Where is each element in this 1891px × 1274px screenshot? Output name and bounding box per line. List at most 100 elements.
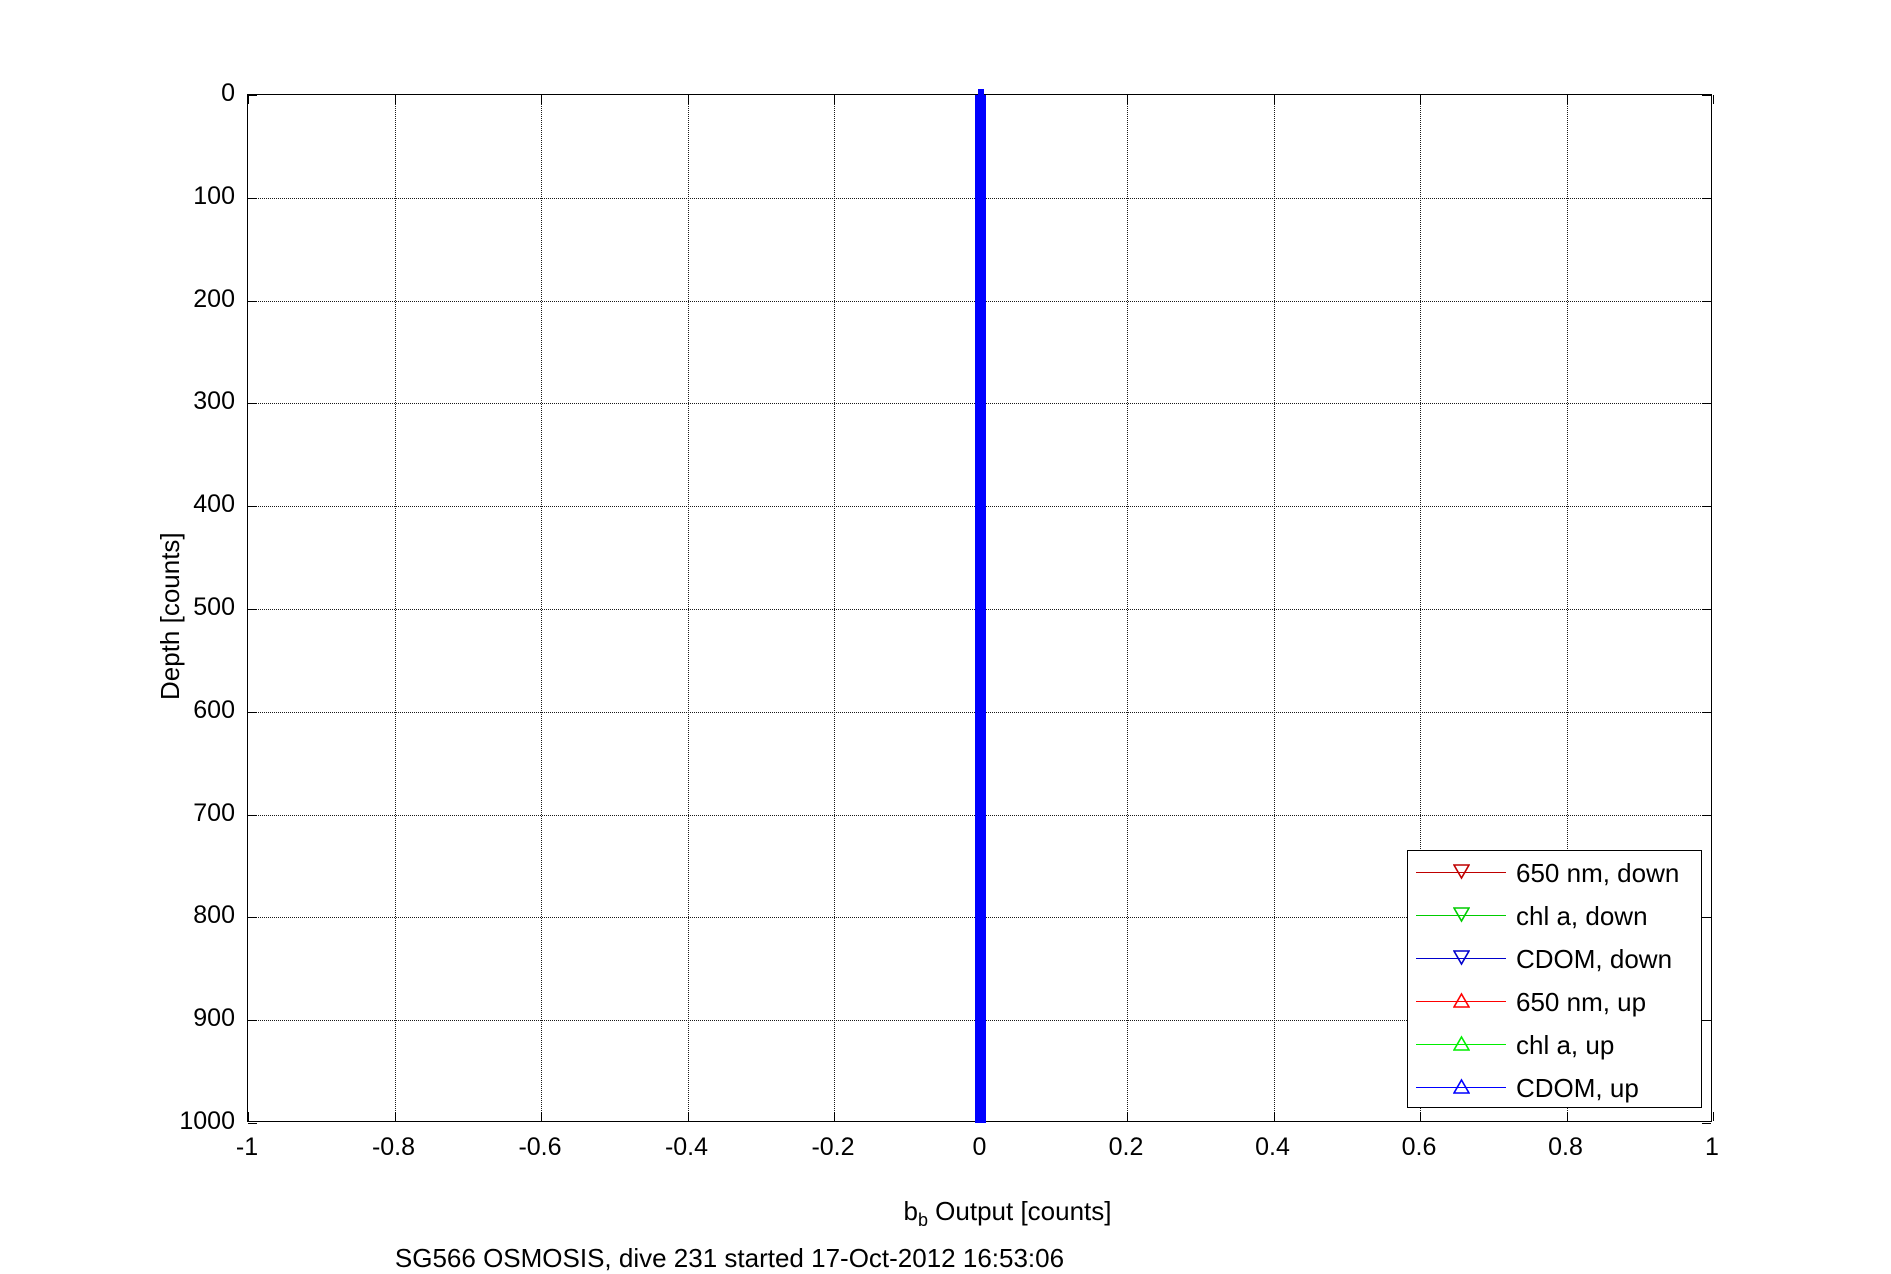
tick-mark-y bbox=[248, 95, 257, 96]
tick-mark-y bbox=[248, 609, 257, 610]
tick-mark-x bbox=[1273, 95, 1275, 104]
tick-mark-x bbox=[541, 95, 542, 104]
y-tick-label: 200 bbox=[193, 284, 235, 313]
gridline-vertical bbox=[687, 95, 689, 1121]
legend-sample bbox=[1416, 851, 1506, 894]
y-tick-label: 1000 bbox=[179, 1107, 235, 1135]
gridline-vertical bbox=[1273, 95, 1275, 1121]
legend-item[interactable]: CDOM, down bbox=[1408, 937, 1701, 980]
x-tick-label: -0.6 bbox=[518, 1133, 562, 1161]
tick-mark-y bbox=[248, 711, 257, 713]
tick-mark-y bbox=[248, 197, 257, 199]
tick-mark-x bbox=[394, 95, 396, 104]
x-tick-label: 0 bbox=[972, 1133, 987, 1161]
legend-sample bbox=[1416, 1066, 1506, 1109]
legend-sample bbox=[1416, 937, 1506, 980]
tick-mark-y bbox=[248, 1020, 257, 1022]
y-tick-label: 700 bbox=[193, 798, 235, 827]
triangle-down-icon bbox=[1452, 906, 1471, 923]
legend-label: CDOM, down bbox=[1516, 944, 1673, 974]
tick-mark-y bbox=[1702, 403, 1711, 405]
legend-item[interactable]: chl a, down bbox=[1408, 894, 1701, 937]
x-axis-title: bb Output [counts] bbox=[0, 1196, 1891, 1231]
tick-mark-x bbox=[1273, 1112, 1275, 1121]
gridline-vertical bbox=[541, 95, 542, 1121]
figure-caption: SG566 OSMOSIS, dive 231 started 17-Oct-2… bbox=[0, 1243, 1891, 1274]
tick-mark-x bbox=[1566, 95, 1568, 104]
y-tick-label: 100 bbox=[193, 181, 235, 210]
legend-box[interactable]: 650 nm, down chl a, down CDOM, down 650 nm,… bbox=[1407, 850, 1702, 1108]
tick-mark-y bbox=[1702, 711, 1711, 713]
tick-mark-x bbox=[1127, 1112, 1128, 1121]
tick-mark-x bbox=[248, 95, 249, 104]
legend-item[interactable]: 650 nm, up bbox=[1408, 980, 1701, 1023]
gridline-vertical bbox=[1127, 95, 1128, 1121]
y-tick-label: 500 bbox=[193, 593, 235, 621]
tick-mark-x bbox=[394, 1112, 396, 1121]
legend-sample bbox=[1416, 980, 1506, 1023]
tick-mark-x bbox=[1713, 1112, 1714, 1121]
legend-line-swatch bbox=[1416, 958, 1506, 959]
tick-mark-y bbox=[1702, 1020, 1711, 1022]
x-tick-label: -1 bbox=[235, 1133, 259, 1161]
gridline-vertical bbox=[1420, 95, 1421, 1121]
x-axis-title-main: b bbox=[903, 1196, 918, 1226]
tick-mark-x bbox=[248, 1112, 249, 1121]
y-tick-label: 400 bbox=[193, 490, 235, 519]
y-axis-title: Depth [counts] bbox=[155, 532, 185, 700]
tick-mark-y bbox=[1702, 1123, 1711, 1124]
triangle-up-icon bbox=[1452, 1078, 1471, 1095]
triangle-up-icon bbox=[1452, 992, 1471, 1009]
legend-line-swatch bbox=[1416, 872, 1506, 873]
tick-mark-x bbox=[687, 1112, 689, 1121]
legend-label: chl a, down bbox=[1516, 901, 1648, 931]
figure-caption-text: SG566 OSMOSIS, dive 231 started 17-Oct-2… bbox=[394, 1243, 1065, 1273]
x-axis-title-rest: Output [counts] bbox=[927, 1196, 1112, 1226]
legend-item[interactable]: CDOM, up bbox=[1408, 1066, 1701, 1109]
tick-mark-y bbox=[1702, 814, 1711, 816]
x-tick-label: -0.8 bbox=[371, 1133, 416, 1161]
legend-label: 650 nm, up bbox=[1516, 987, 1647, 1017]
tick-mark-y bbox=[248, 403, 257, 405]
legend-label: chl a, up bbox=[1516, 1030, 1615, 1060]
legend-line-swatch bbox=[1416, 1001, 1506, 1002]
tick-mark-y bbox=[248, 506, 257, 508]
tick-mark-y bbox=[1702, 300, 1711, 302]
tick-mark-y bbox=[248, 300, 257, 302]
tick-mark-y bbox=[1702, 609, 1711, 610]
tick-mark-x bbox=[1713, 95, 1714, 104]
x-tick-label: 0.6 bbox=[1401, 1133, 1437, 1161]
plot-area bbox=[247, 89, 1714, 1124]
y-tick-label: 300 bbox=[193, 387, 235, 416]
data-series-trace bbox=[975, 95, 986, 1123]
tick-mark-x bbox=[1127, 95, 1128, 104]
tick-mark-y bbox=[248, 917, 257, 919]
gridline-vertical bbox=[834, 95, 835, 1121]
tick-mark-y bbox=[1702, 917, 1711, 919]
data-series-marker bbox=[977, 89, 984, 97]
tick-mark-x bbox=[541, 1112, 542, 1121]
tick-mark-y bbox=[248, 1123, 257, 1124]
tick-mark-y bbox=[1702, 506, 1711, 508]
legend-line-swatch bbox=[1416, 1087, 1506, 1088]
triangle-down-icon bbox=[1452, 949, 1471, 966]
tick-mark-y bbox=[1702, 197, 1711, 199]
tick-mark-x bbox=[687, 95, 689, 104]
x-axis-title-subscript: b bbox=[917, 1210, 928, 1231]
gridline-vertical bbox=[1566, 95, 1568, 1121]
x-tick-label: -0.4 bbox=[664, 1133, 709, 1161]
y-tick-label: 0 bbox=[221, 79, 235, 107]
tick-mark-y bbox=[1702, 95, 1711, 96]
legend-label: CDOM, up bbox=[1516, 1073, 1639, 1103]
legend-label: 650 nm, down bbox=[1516, 858, 1680, 888]
x-tick-label: 0.8 bbox=[1548, 1133, 1583, 1161]
tick-mark-x bbox=[1566, 1112, 1568, 1121]
legend-line-swatch bbox=[1416, 1044, 1506, 1045]
legend-item[interactable]: 650 nm, down bbox=[1408, 851, 1701, 894]
x-tick-label: -0.2 bbox=[811, 1133, 855, 1161]
tick-mark-x bbox=[834, 1112, 835, 1121]
legend-item[interactable]: chl a, up bbox=[1408, 1023, 1701, 1066]
x-tick-label: 1 bbox=[1705, 1133, 1719, 1161]
tick-mark-x bbox=[1420, 1112, 1421, 1121]
